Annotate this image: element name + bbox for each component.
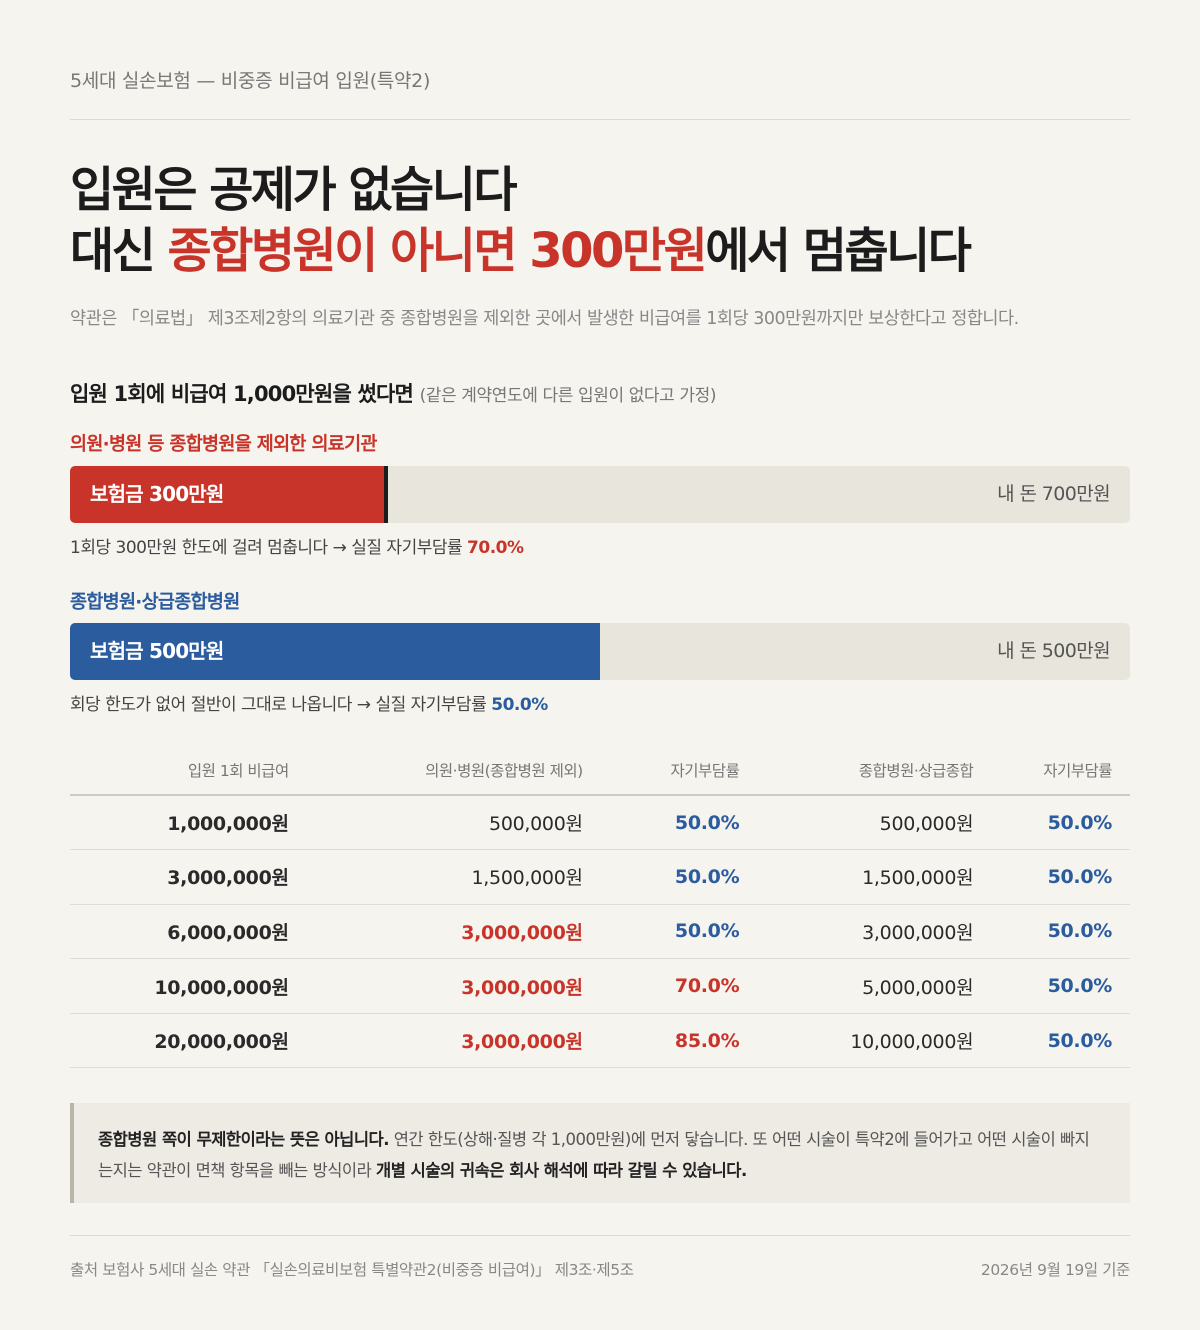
headline-line1: 입원은 공제가 없습니다 bbox=[70, 162, 518, 218]
callout-text: 연간 한도(상해·질병 각 1,000만원)에 먼저 닿습니다. 또 어떤 시술… bbox=[98, 1130, 1090, 1180]
cell-clinic-rate-raised: 85.0% bbox=[582, 1013, 740, 1069]
cell-general-hospital-rate: 50.0% bbox=[973, 958, 1130, 1014]
header-general-hospital: 종합병원·상급종합 bbox=[739, 745, 974, 796]
table-row: 10,000,000원 3,000,000원 70.0% 5,000,000원 … bbox=[70, 958, 1130, 1014]
as-of-date: 2026년 9월 19일 기준 bbox=[980, 1261, 1131, 1279]
cell-cost: 10,000,000원 bbox=[70, 958, 289, 1014]
bar-general-hospital: 보험금 500만원 내 돈 500만원 bbox=[70, 623, 1130, 680]
bar-general-hospital-insured-fill bbox=[70, 623, 600, 680]
headline-line2-highlight: 종합병원이 아니면 300만원 bbox=[167, 223, 708, 279]
lede: 약관은 「의료법」 제3조제2항의 의료기관 중 종합병원을 제외한 곳에서 발… bbox=[70, 309, 1019, 329]
cell-general-hospital-payout: 5,000,000원 bbox=[739, 958, 974, 1014]
bar-clinic-note: 1회당 300만원 한도에 걸려 멈춥니다 → 실질 자기부담률 70.0% bbox=[70, 533, 524, 558]
headline: 입원은 공제가 없습니다 대신 종합병원이 아니면 300만원에서 멈춥니다 bbox=[70, 160, 972, 282]
cell-clinic-rate: 50.0% bbox=[582, 904, 740, 960]
cell-general-hospital-rate: 50.0% bbox=[973, 904, 1130, 960]
cell-clinic-rate: 50.0% bbox=[582, 795, 740, 851]
comparison-table: 입원 1회 비급여 의원·병원(종합병원 제외) 자기부담률 종합병원·상급종합… bbox=[70, 745, 1130, 1069]
header-clinic-rate: 자기부담률 bbox=[582, 745, 740, 796]
bar-general-hospital-note-value: 50.0% bbox=[491, 695, 548, 715]
cell-clinic-payout: 1,500,000원 bbox=[288, 849, 583, 905]
table-row: 3,000,000원 1,500,000원 50.0% 1,500,000원 5… bbox=[70, 849, 1130, 905]
cell-general-hospital-payout: 1,500,000원 bbox=[739, 849, 974, 905]
callout-bold-tail: 개별 시술의 귀속은 회사 해석에 따라 갈릴 수 있습니다. bbox=[376, 1161, 747, 1180]
bar-clinic-note-text: 1회당 300만원 한도에 걸려 멈춥니다 → 실질 자기부담률 bbox=[70, 538, 463, 558]
bar-clinic-note-value: 70.0% bbox=[467, 538, 524, 558]
bottom-divider bbox=[70, 1235, 1130, 1236]
table-row: 1,000,000원 500,000원 50.0% 500,000원 50.0% bbox=[70, 795, 1130, 851]
cell-general-hospital-payout: 10,000,000원 bbox=[739, 1013, 974, 1069]
bar-clinic-insured-label: 보험금 300만원 bbox=[90, 482, 224, 506]
cell-general-hospital-payout: 500,000원 bbox=[739, 795, 974, 851]
bar-general-hospital-note: 회당 한도가 없어 절반이 그대로 나옵니다 → 실질 자기부담률 50.0% bbox=[70, 690, 548, 715]
top-divider bbox=[70, 119, 1130, 120]
bar-clinic-insured-fill bbox=[70, 466, 388, 523]
caveat-callout: 종합병원 쪽이 무제한이라는 뜻은 아닙니다. 연간 한도(상해·질병 각 1,… bbox=[70, 1103, 1130, 1203]
callout-bold-lead: 종합병원 쪽이 무제한이라는 뜻은 아닙니다. bbox=[98, 1130, 390, 1149]
bar-clinic: 보험금 300만원 내 돈 700만원 bbox=[70, 466, 1130, 523]
bar-label-general-hospital: 종합병원·상급종합병원 bbox=[70, 592, 240, 613]
table-header-row: 입원 1회 비급여 의원·병원(종합병원 제외) 자기부담률 종합병원·상급종합… bbox=[70, 745, 1130, 796]
headline-line2-b: 에서 멈춥니다 bbox=[705, 223, 972, 279]
headline-line2-a: 대신 bbox=[70, 223, 168, 279]
header-clinic: 의원·병원(종합병원 제외) bbox=[288, 745, 583, 796]
table-row: 6,000,000원 3,000,000원 50.0% 3,000,000원 5… bbox=[70, 904, 1130, 960]
bar-clinic-own-label: 내 돈 700만원 bbox=[997, 483, 1110, 505]
table-row: 20,000,000원 3,000,000원 85.0% 10,000,000원… bbox=[70, 1013, 1130, 1069]
cell-cost: 20,000,000원 bbox=[70, 1013, 289, 1069]
cell-clinic-payout-capped: 3,000,000원 bbox=[288, 904, 583, 960]
cell-clinic-payout: 500,000원 bbox=[288, 795, 583, 851]
bar-general-hospital-note-text: 회당 한도가 없어 절반이 그대로 나옵니다 → 실질 자기부담률 bbox=[70, 695, 487, 715]
bar-general-hospital-own-label: 내 돈 500만원 bbox=[997, 640, 1110, 662]
header-cost: 입원 1회 비급여 bbox=[70, 745, 289, 796]
cell-clinic-rate-raised: 70.0% bbox=[582, 958, 740, 1014]
eyebrow: 5세대 실손보험 — 비중증 비급여 입원(특약2) bbox=[70, 70, 431, 92]
cell-clinic-rate: 50.0% bbox=[582, 849, 740, 905]
scenario-assumption: (같은 계약연도에 다른 입원이 없다고 가정) bbox=[419, 386, 717, 406]
bar-label-clinic: 의원·병원 등 종합병원을 제외한 의료기관 bbox=[70, 434, 377, 455]
cell-cost: 6,000,000원 bbox=[70, 904, 289, 960]
cell-clinic-payout-capped: 3,000,000원 bbox=[288, 958, 583, 1014]
cell-general-hospital-rate: 50.0% bbox=[973, 849, 1130, 905]
cell-cost: 1,000,000원 bbox=[70, 795, 289, 851]
cell-clinic-payout-capped: 3,000,000원 bbox=[288, 1013, 583, 1069]
bar-general-hospital-insured-label: 보험금 500만원 bbox=[90, 639, 224, 663]
cell-cost: 3,000,000원 bbox=[70, 849, 289, 905]
cell-general-hospital-rate: 50.0% bbox=[973, 1013, 1130, 1069]
source-note: 출처 보험사 5세대 실손 약관 「실손의료비보험 특별약관2(비중증 비급여)… bbox=[70, 1261, 634, 1279]
scenario-heading: 입원 1회에 비급여 1,000만원을 썼다면 bbox=[70, 382, 414, 406]
cell-general-hospital-rate: 50.0% bbox=[973, 795, 1130, 851]
cell-general-hospital-payout: 3,000,000원 bbox=[739, 904, 974, 960]
scenario-title: 입원 1회에 비급여 1,000만원을 썼다면 (같은 계약연도에 다른 입원이… bbox=[70, 378, 717, 408]
header-general-hospital-rate: 자기부담률 bbox=[973, 745, 1130, 796]
